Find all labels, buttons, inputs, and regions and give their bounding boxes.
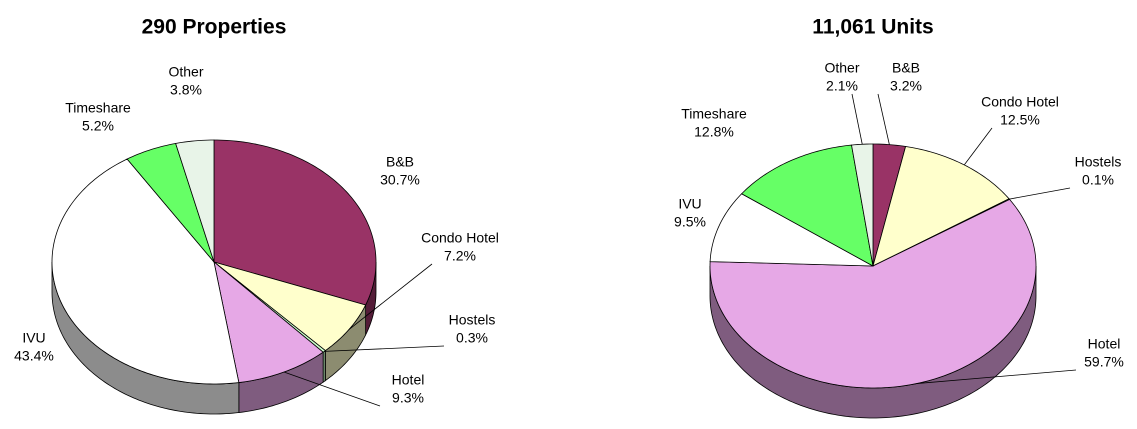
value-label: 2.1% <box>826 78 858 94</box>
pie-slice <box>213 261 367 352</box>
value-label: 9.3% <box>392 390 424 406</box>
leader-line <box>963 127 993 166</box>
category-label: Condo Hotel <box>421 230 499 246</box>
value-label: 9.5% <box>674 214 706 230</box>
value-label: 3.8% <box>170 82 202 98</box>
category-label: Timeshare <box>681 106 747 122</box>
value-label: 59.7% <box>1084 354 1124 370</box>
leader-line <box>348 263 433 330</box>
leader-line <box>877 93 890 145</box>
pie-slice <box>213 260 324 383</box>
leader-line <box>283 371 381 407</box>
pie-slice <box>51 158 240 385</box>
pie-slice <box>175 139 215 263</box>
value-label: 3.2% <box>890 78 922 94</box>
category-label: IVU <box>22 330 45 346</box>
pie-slice <box>740 144 874 267</box>
category-label: Hostels <box>1075 154 1122 170</box>
pie-slice <box>709 193 874 267</box>
category-label: Hostels <box>449 312 496 328</box>
category-label: IVU <box>678 196 701 212</box>
leader-line <box>916 369 1077 384</box>
category-label: Other <box>168 64 203 80</box>
value-label: 43.4% <box>14 348 54 364</box>
value-label: 0.3% <box>456 330 488 346</box>
chart-title: 290 Properties <box>142 16 287 39</box>
value-label: 0.1% <box>1082 172 1114 188</box>
leader-line <box>851 93 863 145</box>
pie-slice <box>872 146 1010 267</box>
value-label: 12.5% <box>1000 112 1040 128</box>
value-label: 5.2% <box>82 118 114 134</box>
pie-slice <box>213 139 377 306</box>
category-label: Hotel <box>1088 336 1121 352</box>
leader-line <box>324 345 445 352</box>
category-label: Condo Hotel <box>981 94 1059 110</box>
category-label: Hotel <box>392 372 425 388</box>
pie-slice <box>851 143 874 267</box>
category-label: B&B <box>892 60 920 76</box>
value-label: 12.8% <box>694 124 734 140</box>
category-label: Other <box>824 60 859 76</box>
value-label: 7.2% <box>444 248 476 264</box>
leader-line <box>1009 187 1071 200</box>
category-label: B&B <box>386 154 414 170</box>
category-label: Timeshare <box>65 100 131 116</box>
pie-slice <box>126 143 215 263</box>
chart-title: 11,061 Units <box>812 16 933 39</box>
value-label: 30.7% <box>380 172 420 188</box>
pie-slice <box>709 198 1037 389</box>
